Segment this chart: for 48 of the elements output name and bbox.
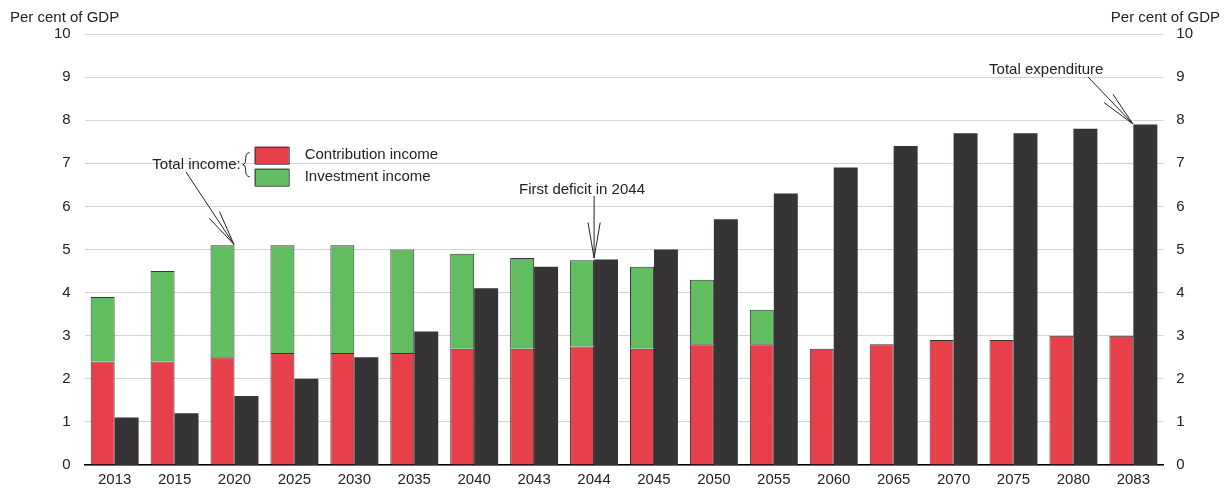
y-tick-label: 3 (62, 325, 71, 343)
x-tick-label: 2025 (277, 470, 312, 488)
x-tick-label: 2065 (876, 470, 911, 488)
x-tick-label: 2070 (936, 470, 971, 488)
y2-tick-label: 1 (1176, 412, 1185, 430)
x-tick-label: 2035 (397, 470, 431, 488)
y-tick-label: 0 (62, 455, 71, 473)
x-tick-label: 2020 (217, 470, 252, 488)
x-tick-label: 2045 (637, 470, 671, 488)
y2-tick-label: 3 (1176, 325, 1185, 343)
y-tick-label: 7 (62, 153, 71, 171)
y2-tick-label: 10 (1176, 24, 1193, 42)
x-tick-label: 2040 (457, 470, 491, 488)
y2-tick-label: 6 (1176, 196, 1185, 214)
annotation: First deficit in 2044 (519, 179, 645, 197)
x-tick-label: 2055 (757, 470, 791, 488)
x-tick-label: 2013 (97, 470, 132, 488)
y-tick-label: 9 (62, 67, 71, 85)
x-tick-label: 2015 (157, 470, 192, 488)
y2-tick-label: 2 (1176, 368, 1185, 386)
legend-label: Investment income (304, 166, 431, 184)
y-tick-label: 6 (62, 196, 71, 214)
x-tick-label: 2043 (517, 470, 551, 488)
x-tick-label: 2030 (337, 470, 372, 488)
annotation: Total expenditure (989, 59, 1104, 77)
legend-label: Contribution income (304, 144, 439, 162)
y-tick-label: 2 (62, 368, 71, 386)
x-tick-label: 2050 (697, 470, 731, 488)
x-tick-label: 2080 (1056, 470, 1091, 488)
y-tick-label: 8 (62, 110, 71, 128)
y2-tick-label: 5 (1176, 239, 1185, 257)
y-tick-label: 10 (54, 24, 71, 42)
bar (893, 146, 918, 465)
y2-tick-label: 9 (1176, 67, 1185, 85)
y2-tick-label: 4 (1176, 282, 1185, 300)
y2-axis-title: Per cent of GDP (1110, 8, 1220, 26)
annotation: Total income: (152, 154, 241, 172)
y-tick-label: 1 (62, 412, 71, 430)
x-tick-label: 2075 (996, 470, 1031, 488)
y-tick-label: 4 (62, 282, 71, 300)
x-tick-label: 2044 (577, 470, 611, 488)
y2-tick-label: 7 (1176, 153, 1185, 171)
x-tick-label: 2060 (817, 470, 851, 488)
x-tick-label: 2083 (1116, 470, 1151, 488)
y-axis-title: Per cent of GDP (10, 8, 120, 26)
y2-tick-label: 8 (1176, 110, 1185, 128)
y2-tick-label: 0 (1176, 455, 1185, 473)
y-tick-label: 5 (62, 239, 71, 257)
